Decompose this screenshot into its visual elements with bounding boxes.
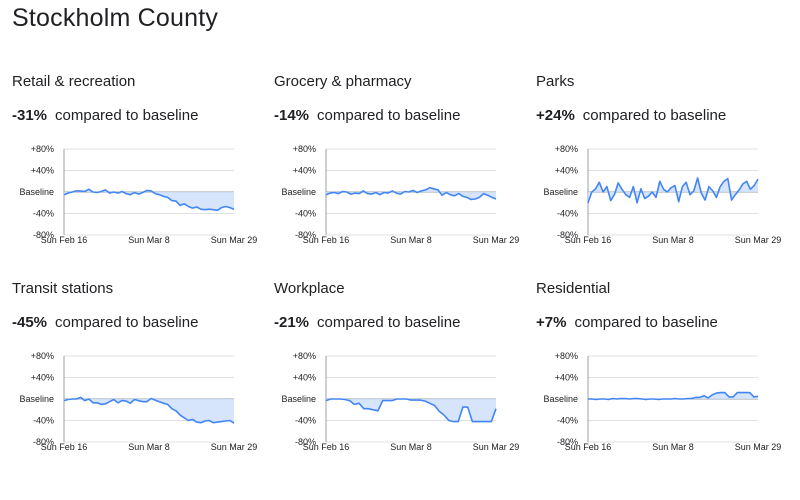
- panel-title: Workplace: [274, 280, 345, 297]
- y-tick-label: +80%: [31, 144, 54, 154]
- panel-title: Parks: [536, 73, 575, 90]
- panel-grocery-pharmacy: Grocery & pharmacy -14% compared to basel…: [274, 73, 534, 293]
- series-area: [588, 178, 758, 203]
- y-tick-label: +80%: [31, 351, 54, 361]
- x-tick-label: Sun Feb 16: [41, 235, 88, 245]
- series-area: [64, 189, 234, 211]
- x-tick-label: Sun Feb 16: [565, 442, 612, 452]
- change-percent: -31%: [12, 107, 48, 124]
- x-tick-label: Sun Mar 29: [735, 235, 782, 245]
- panel-stat: -45% compared to baseline: [12, 314, 198, 331]
- series-area: [326, 187, 496, 200]
- x-tick-label: Sun Feb 16: [303, 235, 350, 245]
- panel-title: Residential: [536, 280, 611, 297]
- x-tick-label: Sun Mar 29: [473, 235, 520, 245]
- y-tick-label: Baseline: [281, 394, 316, 404]
- y-tick-label: Baseline: [281, 187, 316, 197]
- series-line: [325, 398, 497, 423]
- y-tick-label: -80%: [295, 230, 316, 240]
- change-percent: -14%: [274, 107, 310, 124]
- x-tick-label: Sun Feb 16: [565, 235, 612, 245]
- x-tick-label: Sun Mar 8: [390, 442, 432, 452]
- panel-workplace: Workplace -21% compared to baseline +80% +…: [274, 280, 534, 500]
- panel-parks: Parks +24% compared to baseline +80% +40% B…: [536, 73, 796, 293]
- panel-stat: +24% compared to baseline: [536, 107, 726, 124]
- panel-retail-recreation: Retail & recreation -31% compared to base…: [12, 73, 272, 293]
- y-tick-label: -80%: [33, 230, 54, 240]
- panel-title: Grocery & pharmacy: [274, 73, 412, 90]
- panel-stat: -14% compared to baseline: [274, 107, 460, 124]
- x-tick-label: Sun Mar 8: [128, 442, 170, 452]
- x-tick-label: Sun Feb 16: [41, 442, 88, 452]
- y-tick-label: -40%: [557, 209, 578, 219]
- y-tick-label: -80%: [557, 230, 578, 240]
- y-tick-label: -80%: [295, 437, 316, 447]
- chart-residential[interactable]: +80% +40% Baseline -40% -80%Sun Feb 16 Sun Ma…: [536, 346, 796, 480]
- x-tick-label: Sun Mar 8: [128, 235, 170, 245]
- series-line: [588, 391, 759, 401]
- series-line: [63, 188, 235, 212]
- series-line: [63, 396, 235, 424]
- panel-title: Retail & recreation: [12, 73, 136, 90]
- page-title: Stockholm County: [12, 4, 219, 32]
- y-tick-label: +40%: [293, 373, 316, 383]
- y-tick-label: +80%: [555, 351, 578, 361]
- chart-transit-stations[interactable]: +80% +40% Baseline -40% -80%Sun Feb 16 Sun Ma…: [12, 346, 272, 480]
- y-tick-label: Baseline: [19, 187, 54, 197]
- y-tick-label: -80%: [557, 437, 578, 447]
- y-tick-label: -40%: [557, 416, 578, 426]
- x-tick-label: Sun Mar 29: [735, 442, 782, 452]
- panel-stat: +7% compared to baseline: [536, 314, 718, 331]
- x-tick-label: Sun Mar 29: [211, 235, 258, 245]
- chart-workplace[interactable]: +80% +40% Baseline -40% -80%Sun Feb 16 Sun Ma…: [274, 346, 534, 480]
- chart-parks[interactable]: +80% +40% Baseline -40% -80%Sun Feb 16 Sun Ma…: [536, 139, 796, 273]
- x-tick-label: Sun Mar 8: [390, 235, 432, 245]
- y-tick-label: +40%: [555, 373, 578, 383]
- panel-stat: -31% compared to baseline: [12, 107, 198, 124]
- y-tick-label: Baseline: [543, 187, 578, 197]
- y-tick-label: -80%: [33, 437, 54, 447]
- stat-suffix: compared to baseline: [317, 107, 461, 124]
- x-tick-label: Sun Mar 29: [211, 442, 258, 452]
- panel-stat: -21% compared to baseline: [274, 314, 460, 331]
- y-tick-label: +40%: [31, 373, 54, 383]
- stat-suffix: compared to baseline: [55, 314, 199, 331]
- y-tick-label: +40%: [555, 166, 578, 176]
- y-tick-label: -40%: [33, 209, 54, 219]
- change-percent: -21%: [274, 314, 310, 331]
- y-tick-label: +80%: [293, 144, 316, 154]
- y-tick-label: Baseline: [19, 394, 54, 404]
- y-tick-label: -40%: [295, 209, 316, 219]
- y-tick-label: +80%: [555, 144, 578, 154]
- y-tick-label: -40%: [33, 416, 54, 426]
- y-tick-label: +40%: [293, 166, 316, 176]
- y-tick-label: +40%: [31, 166, 54, 176]
- stat-suffix: compared to baseline: [317, 314, 461, 331]
- x-tick-label: Sun Feb 16: [303, 442, 350, 452]
- panel-residential: Residential +7% compared to baseline +80%…: [536, 280, 796, 500]
- y-tick-label: Baseline: [543, 394, 578, 404]
- stat-suffix: compared to baseline: [55, 107, 199, 124]
- change-percent: -45%: [12, 314, 48, 331]
- series-area: [64, 397, 234, 424]
- x-tick-label: Sun Mar 8: [652, 442, 694, 452]
- series-area: [326, 399, 496, 422]
- y-tick-label: +80%: [293, 351, 316, 361]
- chart-retail-recreation[interactable]: +80% +40% Baseline -40% -80%Sun Feb 16 Sun Ma…: [12, 139, 272, 273]
- stat-suffix: compared to baseline: [574, 314, 718, 331]
- x-tick-label: Sun Mar 29: [473, 442, 520, 452]
- change-percent: +7%: [536, 314, 567, 331]
- series-line: [587, 177, 759, 204]
- panel-transit-stations: Transit stations -45% compared to baselin…: [12, 280, 272, 500]
- chart-grocery-pharmacy[interactable]: +80% +40% Baseline -40% -80%Sun Feb 16 Sun Ma…: [274, 139, 534, 273]
- panel-title: Transit stations: [12, 280, 114, 297]
- y-tick-label: -40%: [295, 416, 316, 426]
- change-percent: +24%: [536, 107, 575, 124]
- x-tick-label: Sun Mar 8: [652, 235, 694, 245]
- series-line: [325, 186, 497, 201]
- stat-suffix: compared to baseline: [582, 107, 727, 124]
